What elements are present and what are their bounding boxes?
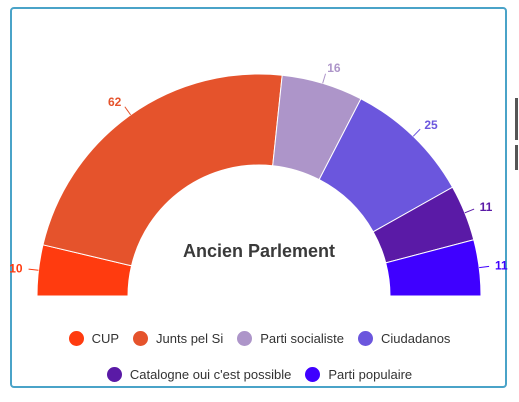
data-label: 25 [424,118,438,132]
legend-row: Catalogne oui c'est possible Parti popula… [0,367,519,382]
legend-label: Ciudadanos [381,331,451,346]
legend-item[interactable]: Junts pel Si [133,331,223,346]
data-label: 16 [327,61,341,75]
label-connector [28,268,39,271]
slice-parti-populaire[interactable] [385,239,482,297]
legend-item[interactable]: Catalogne oui c'est possible [106,367,292,382]
label-connector [412,128,421,137]
data-label: 11 [495,259,508,273]
data-label: 62 [108,95,122,109]
legend-label: Parti socialiste [260,331,345,346]
legend-swatch [237,331,253,346]
legend-item[interactable]: Parti populaire [305,367,412,382]
legend-label: Parti populaire [328,367,413,382]
legend-label: CUP [91,331,120,346]
legend-swatch [68,331,84,346]
legend-label: Junts pel Si [156,331,224,346]
label-connector [322,73,327,84]
legend-swatch [358,331,374,346]
label-connector [464,208,475,214]
slice-junts-pel-si[interactable] [42,73,283,267]
legend-row: CUP Junts pel Si Parti socialiste Ciudadano… [0,331,519,346]
legend-swatch [106,367,122,382]
edge-mark-bottom [515,145,518,170]
legend-label: Catalogne oui c'est possible [129,367,292,382]
edge-mark-top [515,98,518,140]
legend-swatch [133,331,149,346]
label-connector [479,265,490,269]
data-label: 11 [480,200,493,214]
chart-title: Ancien Parlement [183,241,335,261]
legend-item[interactable]: Parti socialiste [237,331,344,346]
legend-item[interactable]: CUP [68,331,120,346]
label-connector [124,106,132,116]
legend-item[interactable]: Ciudadanos [358,331,450,346]
legend-swatch [305,367,321,382]
data-label: 10 [9,261,23,275]
